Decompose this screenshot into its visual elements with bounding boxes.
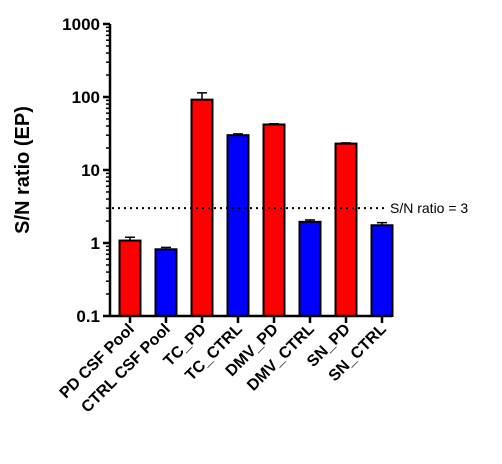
bar-sn-ctrl [370, 224, 394, 317]
y-tick-label: 1000 [62, 15, 100, 34]
y-tick-label: 0.1 [76, 307, 100, 326]
y-axis-label: S/N ratio (EP) [12, 106, 34, 234]
bar-tc-ctrl [226, 134, 250, 317]
bar-ctrl-csf-pool [154, 248, 178, 318]
y-tick-label: 100 [72, 88, 100, 107]
bar-dmv-pd [262, 123, 286, 317]
y-ticks: 0.1 1 10 100 1000 [62, 15, 110, 326]
y-tick-label: 1 [91, 234, 100, 253]
reference-layer: S/N ratio = 3 [112, 200, 468, 216]
bars-layer [118, 98, 394, 318]
reference-line-label: S/N ratio = 3 [390, 200, 468, 216]
y-tick-label: 10 [81, 161, 100, 180]
bar-pd-csf-pool [118, 239, 142, 317]
error-bars-layer [125, 92, 387, 250]
bar-sn-pd [334, 142, 358, 317]
bar-dmv-ctrl [298, 220, 322, 317]
